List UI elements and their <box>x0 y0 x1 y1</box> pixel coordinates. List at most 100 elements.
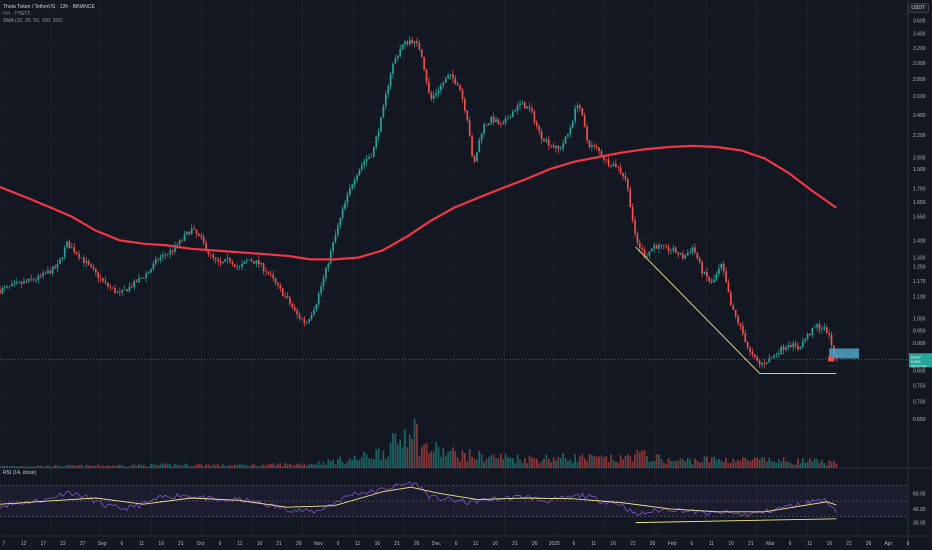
volume-bar <box>643 450 646 468</box>
candle-body <box>813 327 816 329</box>
volume-bar <box>274 465 277 468</box>
volume-bar <box>794 464 797 468</box>
candle-body <box>547 139 550 146</box>
volume-bar <box>6 465 9 468</box>
candle-body <box>619 167 622 173</box>
candle-body <box>61 256 64 259</box>
candle-body <box>248 259 251 261</box>
candle-body <box>198 233 200 236</box>
position-box <box>829 348 860 359</box>
price-tick-label: 0.800 <box>913 369 926 375</box>
volume-bar <box>337 459 339 468</box>
candle-body <box>782 346 785 350</box>
candle-body <box>468 120 471 137</box>
candle-body <box>732 305 735 310</box>
volume-bar <box>404 429 406 468</box>
volume-bar <box>262 464 265 468</box>
candle-body <box>821 329 823 330</box>
candle-body <box>174 244 176 252</box>
candle-body <box>392 63 394 74</box>
volume-bar <box>339 456 342 468</box>
time-tick-label: 7 <box>3 541 6 547</box>
time-tick-label: Mar <box>766 541 775 547</box>
volume-bar <box>478 450 481 468</box>
volume-bar <box>734 461 737 468</box>
volume-bar <box>718 458 720 468</box>
volume-bar <box>1 465 4 468</box>
volume-bar <box>428 453 430 468</box>
volume-bar <box>97 464 100 468</box>
candle-body <box>459 85 461 90</box>
time-axis: 7 12 17 22 27 Sep 6 11 16 21 Oct 6 11 16 21 26 Nov 6 11 16 2… <box>3 541 910 547</box>
volume-bar <box>32 466 35 468</box>
volume-bar <box>212 464 215 468</box>
volume-bar <box>559 457 562 468</box>
volume-bar <box>483 461 485 468</box>
time-tick-label: 21 <box>394 541 400 547</box>
volume-bar <box>61 466 64 468</box>
price-tick-label: 2.200 <box>913 133 926 139</box>
volume-bar <box>444 455 447 468</box>
volume-bar <box>178 465 181 468</box>
volume-bar <box>476 459 478 468</box>
volume-bar <box>30 466 32 468</box>
candle-body <box>104 280 107 283</box>
candle-body <box>190 228 193 235</box>
candle-body <box>243 261 246 265</box>
rsi-tick-label: 30.00 <box>913 521 926 527</box>
volume-bar <box>523 457 526 468</box>
candle-body <box>672 247 675 251</box>
volume-bar <box>102 465 104 468</box>
price-tick-label: 1.100 <box>913 294 926 300</box>
volume-bar <box>80 464 83 468</box>
volume-bar <box>550 462 552 468</box>
candle-body <box>47 270 49 274</box>
candle-body <box>116 291 119 293</box>
candle-body <box>650 248 653 252</box>
candle-body <box>430 92 433 99</box>
candle-body <box>785 347 787 350</box>
volume-bar <box>164 463 167 468</box>
volume-bar <box>835 463 838 468</box>
volume-bar <box>610 454 612 468</box>
volume-bar <box>370 458 373 468</box>
volume-bar <box>174 464 176 468</box>
volume-bar <box>95 465 97 468</box>
volume-bar <box>480 454 483 468</box>
candle-body <box>183 234 186 241</box>
candle-body <box>353 179 356 185</box>
volume-bar <box>571 462 574 468</box>
volume-bar <box>792 464 795 468</box>
time-tick-label: 12 <box>21 541 27 547</box>
candle-body <box>444 78 447 83</box>
candle-body <box>164 254 167 256</box>
volume-bar <box>425 442 428 468</box>
candle-body <box>691 247 694 253</box>
volume-bar <box>317 461 320 468</box>
volume-bar <box>593 456 596 468</box>
volume-bar <box>708 462 711 468</box>
volume-bar <box>797 458 799 468</box>
candle-body <box>202 237 205 243</box>
volume-bar <box>612 460 615 468</box>
candle-body <box>322 278 325 287</box>
candle-body <box>605 159 608 161</box>
price-tag-text: 09:27:00 <box>911 363 927 368</box>
volume-bar <box>813 458 816 468</box>
candle-body <box>591 145 593 148</box>
volume-bar <box>543 458 545 468</box>
candle-body <box>828 332 830 335</box>
time-tick-label: 21 <box>178 541 184 547</box>
candle-body <box>670 250 672 252</box>
volume-bar <box>471 456 473 468</box>
volume-bar <box>130 465 133 468</box>
volume-bar <box>739 460 742 468</box>
candle-body <box>677 252 679 255</box>
volume-bar <box>600 455 603 468</box>
volume-bar <box>291 465 294 468</box>
candle-body <box>291 303 294 308</box>
volume-bar <box>526 463 529 468</box>
volume-bar <box>396 444 399 468</box>
